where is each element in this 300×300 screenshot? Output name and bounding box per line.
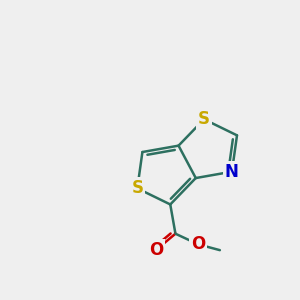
Text: O: O (191, 236, 206, 253)
Text: O: O (149, 241, 163, 259)
Text: N: N (225, 163, 239, 181)
Text: S: S (131, 179, 143, 197)
Text: S: S (198, 110, 210, 128)
